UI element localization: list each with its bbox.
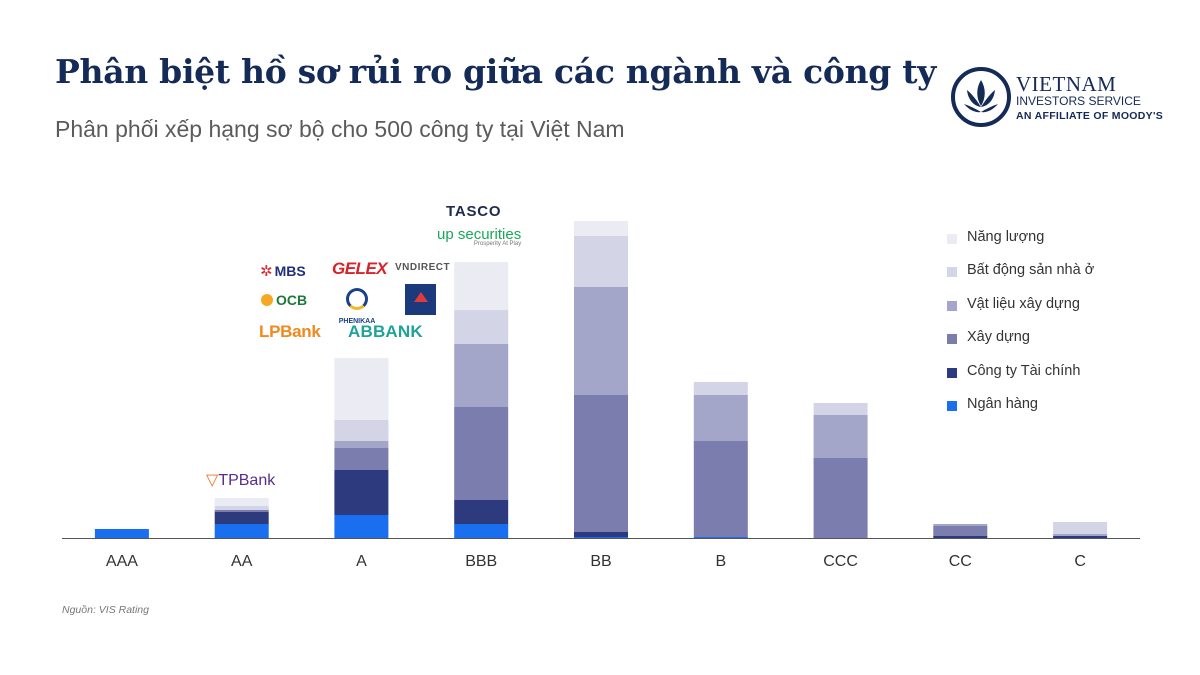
- ocb-logo-text: OCB: [276, 292, 308, 308]
- bar-segment: [334, 470, 389, 515]
- chart-title: Phân biệt hồ sơ rủi ro giữa các ngành và…: [55, 52, 937, 91]
- brand-name: VIETNAM: [1016, 72, 1117, 96]
- bar-segment: [454, 524, 509, 538]
- bar-segment: [574, 221, 628, 236]
- x-tick-label: BB: [590, 553, 611, 570]
- legend-label: Ngân hàng: [967, 395, 1038, 412]
- bar-segment: [574, 287, 628, 395]
- tpbank-logo-text: TPBank: [218, 472, 276, 489]
- tasco-logo: TASCO: [446, 203, 501, 220]
- bar-segment: [334, 515, 389, 538]
- chart-subtitle: Phân phối xếp hạng sơ bộ cho 500 công ty…: [55, 116, 625, 142]
- vndirect-logo-text: VNDIRECT: [395, 262, 451, 273]
- bar-segment: [214, 498, 269, 506]
- mbs-logo: ✲ MBS: [260, 263, 306, 280]
- bar-segment: [334, 448, 389, 470]
- bar-segment: [214, 510, 269, 512]
- bar-segment: [454, 407, 509, 500]
- x-tick-label: BBB: [465, 553, 497, 570]
- legend-swatch: [947, 400, 957, 411]
- up-securities-tagline: Prosperity At Play: [473, 241, 522, 247]
- tasco-logo-text: TASCO: [446, 203, 502, 220]
- lotus-icon: [951, 67, 1011, 127]
- legend-swatch: [947, 300, 957, 311]
- legend-swatch: [947, 267, 957, 278]
- bar-segment: [1053, 534, 1108, 536]
- bar-segment: [1053, 536, 1108, 538]
- gelex-logo-text: GELEX: [332, 259, 388, 278]
- vndirect-logo: VNDIRECT: [395, 262, 450, 273]
- bar-segment: [214, 524, 269, 538]
- bar-segment: [693, 441, 748, 537]
- x-tick-label: AA: [231, 553, 253, 570]
- bar-segment: [693, 537, 748, 538]
- bar-segment: [813, 458, 868, 538]
- abbank-logo-text: ABBANK: [348, 322, 423, 341]
- bar-segment: [334, 441, 389, 448]
- bar-segment: [454, 310, 509, 344]
- bar-segment: [574, 395, 628, 532]
- brand-line3: AN AFFILIATE OF MOODY'S: [1016, 110, 1164, 122]
- x-tick-label: B: [715, 553, 726, 570]
- bar-segment: [933, 526, 988, 536]
- x-tick-label: CCC: [823, 553, 858, 570]
- bar-segment: [933, 524, 988, 526]
- legend-label: Vật liệu xây dựng: [967, 295, 1080, 312]
- legend-label: Bất động sản nhà ở: [967, 262, 1095, 279]
- ocb-logo: OCB: [261, 292, 307, 308]
- legend-label: Công ty Tài chính: [967, 362, 1081, 379]
- legend-swatch: [947, 234, 957, 244]
- vis-logo: VIETNAM INVESTORS SERVICE AN AFFILIATE O…: [950, 66, 1170, 132]
- x-tick-label: AAA: [106, 553, 138, 570]
- bar-segment: [334, 358, 389, 420]
- brand-line2: INVESTORS SERVICE: [1016, 94, 1141, 108]
- bar-segment: [813, 415, 868, 458]
- source-note: Nguồn: VIS Rating: [62, 604, 149, 616]
- bar-segment: [574, 532, 628, 537]
- phenikaa-logo-text: PHENIKAA: [338, 318, 376, 325]
- bar-segment: [813, 403, 868, 415]
- legend-label: Xây dựng: [967, 329, 1030, 346]
- bar-segment: [693, 395, 748, 441]
- bar-segment: [454, 262, 509, 310]
- up-securities-logo-text: up securities: [437, 226, 522, 243]
- gelex-logo: GELEX: [332, 259, 388, 279]
- x-tick-label: CC: [949, 553, 972, 570]
- legend-label: Năng lượng: [967, 229, 1045, 245]
- legend-swatch: [947, 334, 957, 345]
- lpbank-logo: LPBank: [259, 322, 321, 342]
- x-tick-label: C: [1074, 553, 1086, 570]
- bar-segment: [574, 537, 628, 538]
- bar-segment: [214, 506, 269, 510]
- bar-segment: [933, 536, 988, 538]
- mbs-logo-text: MBS: [274, 263, 306, 279]
- bar-segment: [1053, 522, 1108, 534]
- bar-segment: [94, 529, 149, 538]
- bar-segment: [693, 382, 748, 395]
- bar-segment: [334, 420, 389, 441]
- up-securities-logo: up securities Prosperity At Play: [437, 226, 521, 247]
- phenikaa-logo: PHENIKAA: [332, 288, 382, 325]
- bar-segment: [214, 512, 269, 524]
- x-tick-label: A: [356, 553, 367, 570]
- tpbank-logo: ▽TPBank: [206, 472, 276, 489]
- legend-swatch: [947, 367, 957, 378]
- vietabank-logo: [405, 284, 436, 315]
- bar-segment: [454, 344, 509, 407]
- bar-segment: [574, 236, 628, 287]
- abbank-logo: ABBANK: [348, 322, 423, 342]
- bar-segment: [454, 500, 509, 524]
- lpbank-logo-text: LPBank: [259, 322, 321, 341]
